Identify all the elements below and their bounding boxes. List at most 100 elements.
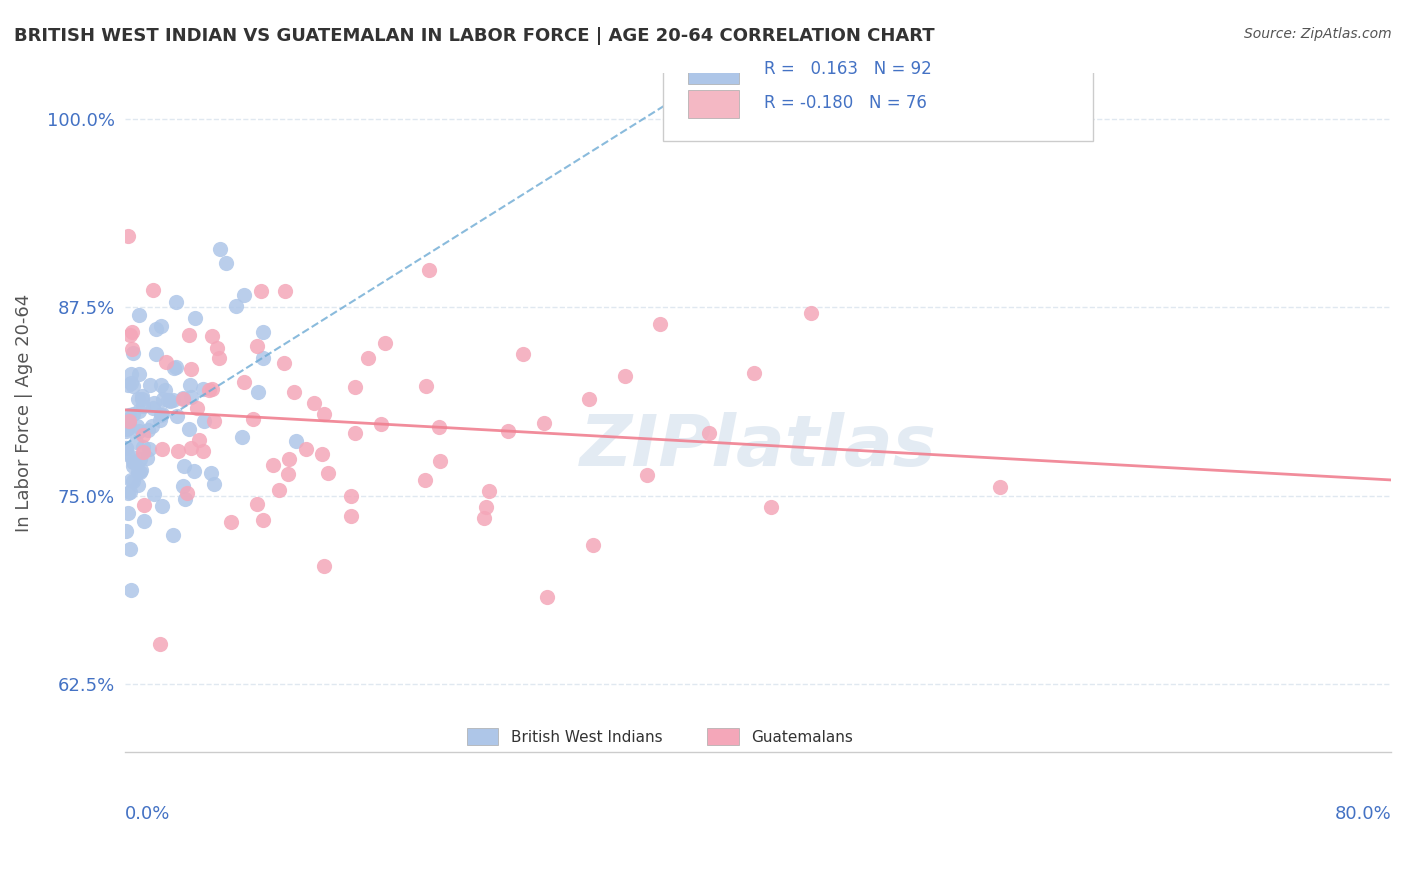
Point [418, 262, 440, 277]
Point [121, 474, 143, 488]
Point [131, 441, 153, 455]
Point [202, 414, 225, 428]
Point [121, 379, 143, 393]
Point [118, 408, 141, 422]
Point [340, 508, 363, 523]
Point [277, 467, 299, 481]
Point [117, 506, 139, 520]
Point [163, 360, 186, 375]
Point [131, 389, 153, 403]
Point [117, 448, 139, 462]
Point [429, 454, 451, 468]
Point [128, 404, 150, 418]
Point [149, 637, 172, 651]
Point [177, 327, 200, 342]
Point [166, 409, 188, 424]
Text: 0.0%: 0.0% [125, 805, 170, 822]
Point [118, 414, 141, 428]
Point [120, 473, 142, 487]
Point [269, 483, 291, 498]
Point [136, 450, 159, 465]
FancyBboxPatch shape [688, 56, 738, 84]
Point [115, 524, 138, 539]
Point [208, 351, 231, 366]
Point [242, 412, 264, 426]
Point [117, 486, 139, 500]
Point [153, 384, 176, 398]
Y-axis label: In Labor Force | Age 20-64: In Labor Force | Age 20-64 [15, 293, 32, 532]
Point [533, 416, 555, 430]
Point [343, 426, 366, 441]
Point [650, 318, 672, 332]
Point [415, 473, 437, 487]
Point [121, 455, 143, 469]
Point [128, 424, 150, 438]
Point [512, 347, 534, 361]
Point [174, 491, 197, 506]
Point [122, 455, 145, 469]
Point [180, 441, 202, 455]
Point [636, 468, 658, 483]
Point [125, 434, 148, 449]
Point [198, 383, 221, 397]
Point [129, 465, 152, 479]
Point [247, 384, 270, 399]
Text: Guatemalans: Guatemalans [751, 730, 853, 745]
Point [149, 378, 172, 392]
Point [312, 558, 335, 573]
Point [475, 500, 498, 515]
Point [162, 392, 184, 407]
Point [132, 427, 155, 442]
Point [120, 376, 142, 390]
Text: R =   0.163   N = 92: R = 0.163 N = 92 [763, 60, 932, 78]
Point [115, 424, 138, 438]
Point [127, 465, 149, 479]
Point [155, 355, 177, 369]
Point [139, 378, 162, 392]
FancyBboxPatch shape [662, 39, 1094, 141]
Point [202, 477, 225, 491]
Point [249, 285, 271, 299]
Point [118, 484, 141, 499]
Point [128, 309, 150, 323]
Point [132, 445, 155, 459]
Point [122, 458, 145, 473]
Point [214, 256, 236, 270]
Point [191, 444, 214, 458]
Point [172, 391, 194, 405]
Point [370, 417, 392, 432]
Point [122, 345, 145, 359]
Point [179, 377, 201, 392]
Text: R = -0.180   N = 76: R = -0.180 N = 76 [763, 94, 927, 112]
Point [285, 434, 308, 449]
Text: Source: ZipAtlas.com: Source: ZipAtlas.com [1244, 27, 1392, 41]
Point [200, 466, 222, 480]
Point [115, 422, 138, 436]
Point [152, 392, 174, 406]
Point [127, 392, 149, 406]
Point [117, 377, 139, 392]
Point [800, 306, 823, 320]
Point [311, 447, 333, 461]
Point [312, 407, 335, 421]
Point [121, 325, 143, 339]
FancyBboxPatch shape [467, 728, 498, 746]
Point [142, 283, 165, 297]
Point [149, 319, 172, 334]
Point [115, 441, 138, 455]
Point [117, 228, 139, 243]
Point [156, 392, 179, 407]
Point [277, 451, 299, 466]
FancyBboxPatch shape [688, 90, 738, 118]
Point [340, 489, 363, 503]
Point [150, 407, 173, 421]
Point [121, 342, 143, 356]
FancyBboxPatch shape [707, 728, 738, 746]
Point [166, 443, 188, 458]
Point [246, 339, 269, 353]
Point [578, 392, 600, 407]
Point [132, 514, 155, 528]
Point [150, 442, 173, 456]
Point [142, 487, 165, 501]
Point [193, 414, 215, 428]
